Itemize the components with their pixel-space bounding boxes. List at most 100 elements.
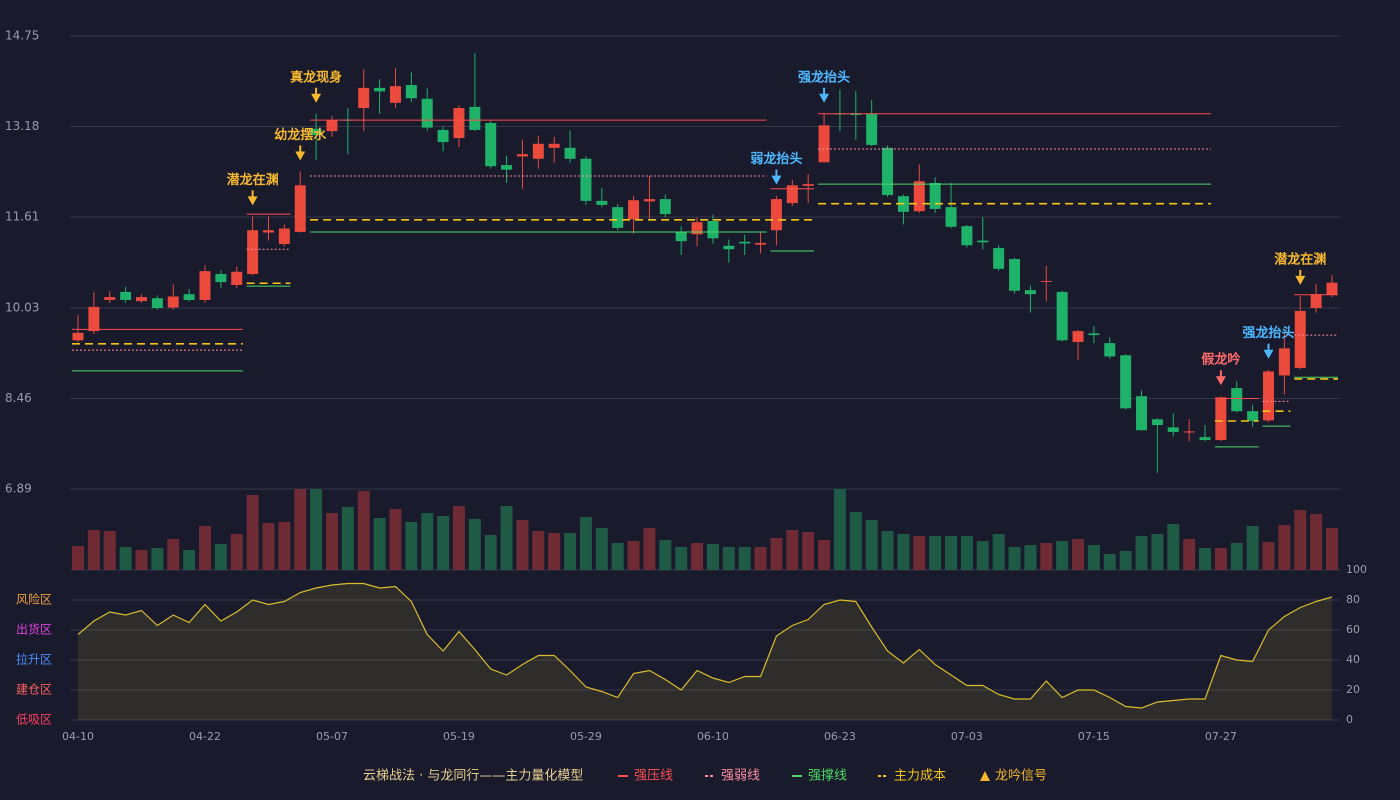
signal-label: 假龙吟 xyxy=(1201,352,1240,368)
volume-bar xyxy=(1008,547,1021,570)
candle-body xyxy=(532,143,544,159)
volume-bar xyxy=(341,507,354,570)
volume-bar xyxy=(659,540,672,570)
volume-bar xyxy=(135,550,148,570)
y2-tick-label: 100 xyxy=(1346,563,1367,576)
volume-bar xyxy=(945,536,958,570)
candle-body xyxy=(913,181,925,212)
volume-bar xyxy=(1024,545,1037,570)
y2-tick-label: 60 xyxy=(1346,623,1360,636)
volume-bar xyxy=(516,520,529,570)
volume-bar xyxy=(214,544,227,570)
volume-bar xyxy=(468,519,481,570)
y-tick-label: 6.89 xyxy=(5,482,32,496)
volume-bar xyxy=(1183,539,1196,570)
y2-tick-label: 40 xyxy=(1346,653,1360,666)
candle-body xyxy=(1310,294,1322,309)
y2-tick-label: 0 xyxy=(1346,713,1353,726)
signal-arrow xyxy=(1295,275,1306,285)
signal-label: 潜龙在渊 xyxy=(1274,251,1326,267)
candle-body xyxy=(120,291,132,300)
volume-bar xyxy=(452,506,465,570)
candle-body xyxy=(516,154,528,157)
volume-bar xyxy=(1310,514,1323,570)
candle-body xyxy=(310,128,322,136)
volume-bar xyxy=(579,517,592,570)
volume-bar xyxy=(421,513,434,570)
signal-arrow xyxy=(1263,349,1274,359)
zone-label: 建仓区 xyxy=(16,683,52,697)
volume-bar xyxy=(437,516,450,570)
candle-body xyxy=(1120,355,1132,409)
candle-body xyxy=(691,222,703,235)
candle-body xyxy=(580,158,592,201)
candle-body xyxy=(1151,419,1163,426)
signal-label: 潜龙在渊 xyxy=(227,172,279,188)
y-tick-label: 10.03 xyxy=(5,301,39,315)
candle-body xyxy=(564,147,576,159)
volume-bar xyxy=(992,534,1005,570)
volume-bar xyxy=(913,536,926,570)
volume-bar xyxy=(167,539,180,570)
candle-body xyxy=(1278,348,1290,376)
volume-bar xyxy=(897,534,910,570)
candle-body xyxy=(262,230,274,233)
y-tick-label: 14.75 xyxy=(5,29,39,43)
x-tick-label: 07-27 xyxy=(1205,730,1237,743)
candle-body xyxy=(88,306,100,332)
candle-body xyxy=(1294,310,1306,368)
signal-label: 真龙现身 xyxy=(290,69,342,85)
volume-bar xyxy=(1056,541,1069,570)
volume-bar xyxy=(1230,543,1243,570)
volume-bar xyxy=(373,518,386,570)
candle-body xyxy=(326,120,338,132)
candle-body xyxy=(628,200,640,220)
volume-bar xyxy=(960,536,973,570)
volume-bar xyxy=(706,544,719,570)
volume-bar xyxy=(818,540,831,570)
volume-bar xyxy=(1119,551,1132,570)
candle-body xyxy=(1040,280,1052,282)
candle-body xyxy=(167,296,179,308)
candle-body xyxy=(755,242,767,245)
candle-body xyxy=(977,240,989,243)
candle-body xyxy=(72,332,84,341)
volume-bar xyxy=(1278,525,1291,570)
zone-label: 风险区 xyxy=(16,592,52,607)
candle-body xyxy=(453,108,465,139)
signal-label: 强龙抬头 xyxy=(1242,325,1294,341)
indicator-line xyxy=(77,582,1333,709)
volume-bar xyxy=(198,526,211,570)
volume-bar xyxy=(627,541,640,570)
volume-bar xyxy=(1040,543,1053,570)
volume-bar xyxy=(183,550,196,570)
candle-body xyxy=(469,106,481,130)
x-tick-label: 06-23 xyxy=(824,730,856,743)
candle-body xyxy=(1326,282,1338,295)
candle-body xyxy=(1104,343,1116,357)
volume-bar xyxy=(691,543,704,570)
volume-bar xyxy=(849,512,862,570)
volume-bar xyxy=(310,489,323,570)
volume-bar xyxy=(103,531,116,570)
y2-tick-label: 20 xyxy=(1346,683,1360,696)
legend-label: 龙吟信号 xyxy=(995,768,1047,784)
signal-arrow xyxy=(311,93,322,103)
candle-body xyxy=(405,84,417,99)
zone-label: 出货区 xyxy=(16,622,52,637)
volume-bar xyxy=(929,536,942,570)
candle-body xyxy=(437,129,449,143)
volume-bar xyxy=(1135,536,1148,570)
candle-body xyxy=(1056,291,1068,341)
candle-body xyxy=(1247,411,1259,421)
candle-body xyxy=(1072,331,1084,343)
candle-body xyxy=(802,184,814,186)
candle-body xyxy=(294,185,306,232)
candle-body xyxy=(1024,290,1036,295)
volume-bar xyxy=(1294,510,1307,570)
candle-body xyxy=(278,228,290,245)
candle-body xyxy=(1167,427,1179,432)
volume-bar xyxy=(976,541,989,570)
volume-bar xyxy=(294,489,307,570)
x-tick-label: 07-15 xyxy=(1078,730,1110,743)
